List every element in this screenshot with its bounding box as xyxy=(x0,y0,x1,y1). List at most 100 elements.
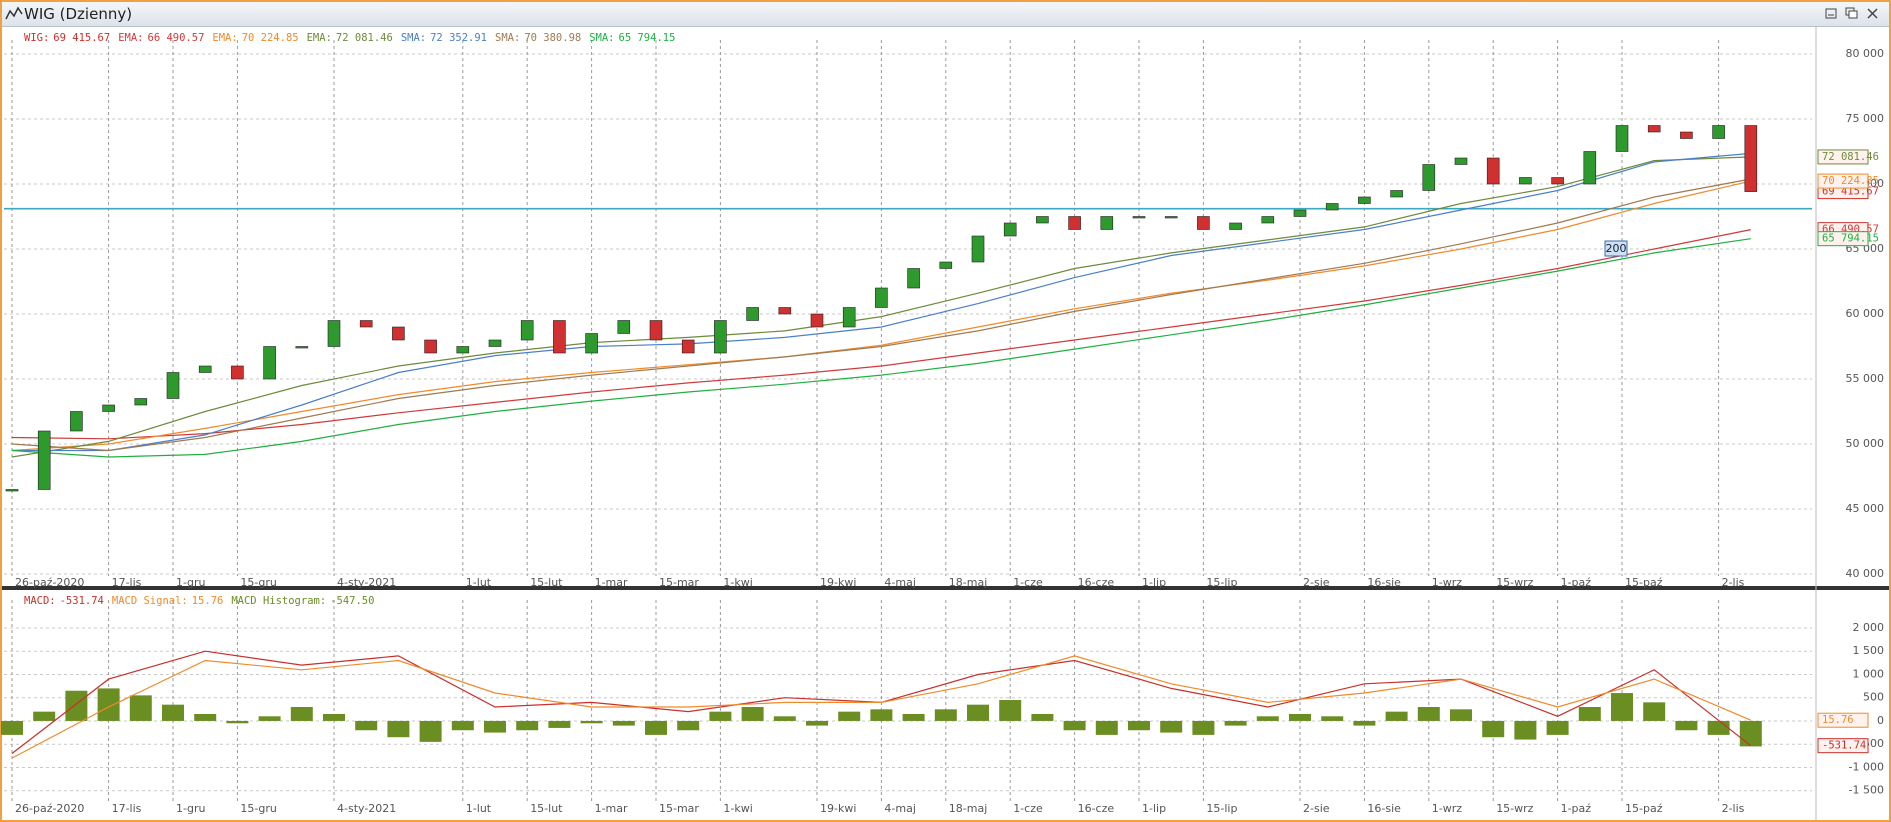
candle xyxy=(1261,216,1275,224)
legend-value: -547.50 xyxy=(330,595,374,607)
x-tick-label: 15-paź xyxy=(1625,576,1663,589)
legend-value: 70 380.98 xyxy=(524,32,581,44)
histogram-bar xyxy=(741,707,764,721)
histogram-bar xyxy=(290,707,313,721)
y-tick-label: 55 000 xyxy=(1846,372,1885,385)
candle xyxy=(1229,222,1242,230)
y-tick-label: 50 000 xyxy=(1846,437,1885,450)
y-tick-label: 80 000 xyxy=(1846,47,1885,60)
candle xyxy=(295,346,309,349)
x-tick-label: 17-lis xyxy=(112,576,142,589)
price-label: 72 081.46 xyxy=(1822,151,1879,163)
candle xyxy=(1583,151,1597,185)
x-tick-label: 1-lut xyxy=(466,802,492,815)
x-tick-label: 1-gru xyxy=(176,802,205,815)
x-tick-label: 1-lip xyxy=(1142,576,1166,589)
candle xyxy=(553,320,566,354)
price-label: 69 415.67 xyxy=(1822,186,1879,198)
histogram-bar xyxy=(1514,720,1537,740)
candle xyxy=(198,365,212,373)
histogram-bar xyxy=(323,713,345,721)
candle xyxy=(134,398,148,406)
x-tick-label: 15-mar xyxy=(659,802,699,815)
candle xyxy=(585,333,598,354)
x-tick-label: 19-kwi xyxy=(820,576,856,589)
candle xyxy=(1486,157,1500,185)
y-tick-label: 0 xyxy=(1877,714,1884,727)
x-tick-label: 1-gru xyxy=(176,576,205,589)
candle xyxy=(1744,125,1758,192)
x-tick-label: 16-cze xyxy=(1078,802,1115,815)
legend-name: MACD Signal: xyxy=(112,595,188,607)
x-tick-label: 15-wrz xyxy=(1496,576,1533,589)
y-tick-label: 1 000 xyxy=(1853,667,1885,680)
title-bar: WIG (Dzienny) xyxy=(2,2,1889,27)
histogram-bar xyxy=(355,720,378,731)
histogram-bar xyxy=(645,720,667,735)
x-tick-label: 19-kwi xyxy=(820,802,856,815)
chart-icon xyxy=(5,6,23,20)
x-tick-label: 15-lip xyxy=(1206,802,1237,815)
histogram-bar xyxy=(838,711,861,721)
x-tick-label: 1-cze xyxy=(1013,576,1043,589)
x-tick-label: 4-maj xyxy=(884,576,915,589)
histogram-bar xyxy=(1578,707,1601,721)
histogram-bar xyxy=(419,720,442,742)
histogram-bar xyxy=(226,720,249,724)
histogram-bar xyxy=(33,711,56,721)
x-tick-label: 16-sie xyxy=(1367,576,1401,589)
candle xyxy=(939,261,953,269)
x-tick-label: 17-lis xyxy=(112,802,142,815)
legend-name: SMA: xyxy=(495,32,520,44)
x-tick-label: 26-paź-2020 xyxy=(15,576,84,589)
y-tick-label: 40 000 xyxy=(1846,567,1885,580)
candle xyxy=(778,307,792,315)
histogram-bar xyxy=(258,716,281,721)
x-tick-label: 2-sie xyxy=(1303,576,1330,589)
legend-name: SMA: xyxy=(589,32,614,44)
y-tick-label: -1 500 xyxy=(1849,784,1884,797)
candle xyxy=(1454,157,1468,165)
macd-line xyxy=(11,655,1752,759)
histogram-bar xyxy=(1353,720,1376,726)
legend-value: 69 415.67 xyxy=(53,32,110,44)
legend-value: -531.74 xyxy=(60,595,104,607)
x-tick-label: 2-lis xyxy=(1722,576,1745,589)
candle xyxy=(617,320,631,334)
x-tick-label: 15-paź xyxy=(1625,802,1663,815)
price-label: 15.76 xyxy=(1822,714,1854,726)
candle xyxy=(1647,125,1661,133)
x-tick-label: 16-cze xyxy=(1078,576,1115,589)
x-tick-label: 4-sty-2021 xyxy=(337,802,396,815)
window-buttons[interactable] xyxy=(1824,5,1884,23)
candle xyxy=(456,346,470,354)
indicator-line xyxy=(11,156,1751,458)
histogram-bar xyxy=(1,720,23,735)
annotation: 200 xyxy=(1606,242,1627,255)
candle xyxy=(1551,177,1564,185)
legend-value: 65 794.15 xyxy=(619,32,676,44)
candle xyxy=(1390,190,1403,198)
candle xyxy=(746,307,759,321)
candle xyxy=(1615,125,1629,152)
candle xyxy=(1197,216,1210,230)
legend-name: MACD Histogram: xyxy=(231,595,326,607)
legend-name: EMA: xyxy=(307,32,332,44)
histogram-bar xyxy=(387,720,410,738)
y-tick-label: 75 000 xyxy=(1846,112,1885,125)
x-tick-label: 4-maj xyxy=(884,802,915,815)
legend-value: 70 224.85 xyxy=(242,32,299,44)
histogram-bar xyxy=(548,720,571,728)
histogram-bar xyxy=(580,720,603,724)
candle xyxy=(424,339,437,354)
histogram-bar xyxy=(999,700,1022,721)
x-tick-label: 15-lut xyxy=(530,802,563,815)
x-tick-label: 4-sty-2021 xyxy=(337,576,396,589)
annotation-box xyxy=(1604,240,1628,257)
candle xyxy=(166,372,180,399)
candle xyxy=(1068,216,1081,230)
candle xyxy=(1680,131,1693,139)
price-label-box xyxy=(1817,173,1869,189)
price-label: 65 794.15 xyxy=(1822,233,1879,245)
